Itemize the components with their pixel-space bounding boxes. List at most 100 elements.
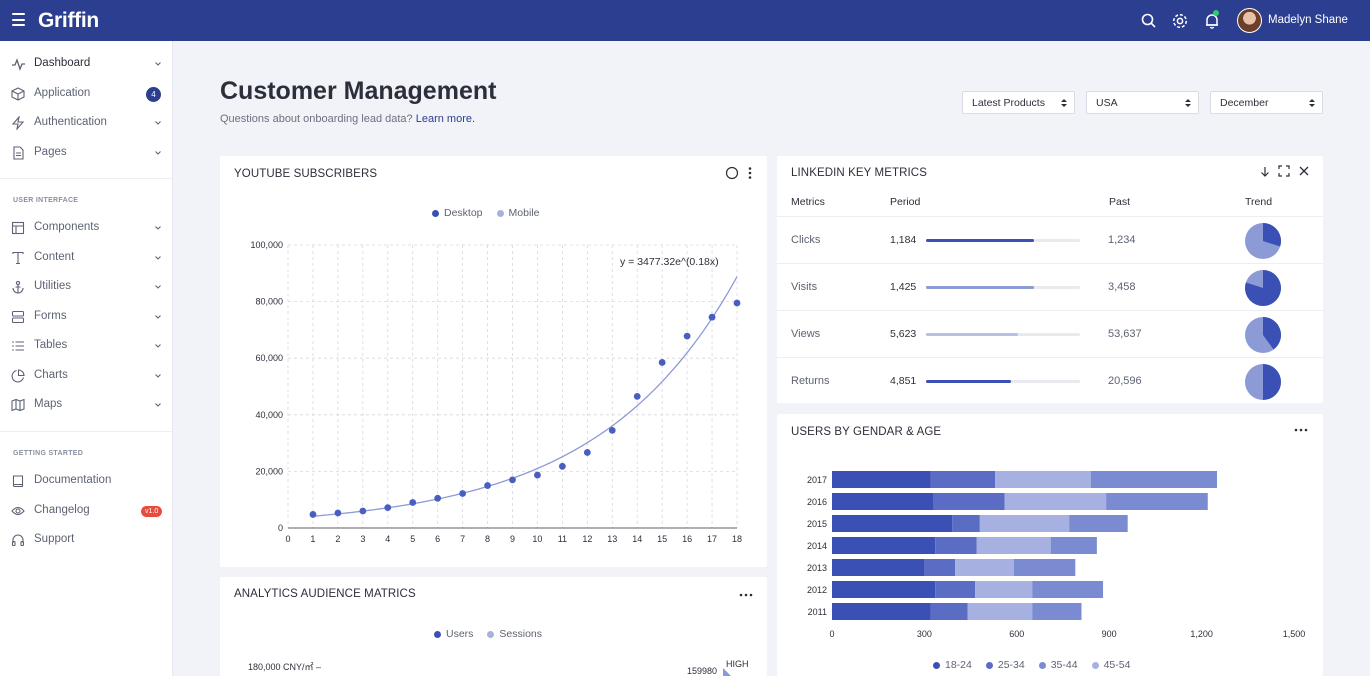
avatar[interactable] <box>1237 8 1262 33</box>
past-value: 20,596 <box>1108 375 1142 387</box>
y-tick-label: 40,000 <box>255 410 283 420</box>
y-category-label: 2011 <box>808 607 827 617</box>
bar-segment <box>935 581 976 598</box>
sidebar-item-pages[interactable]: Pages <box>0 141 173 165</box>
legend-dot <box>1038 661 1046 669</box>
sidebar-item-label: Pages <box>34 145 67 158</box>
eye-icon <box>11 506 25 515</box>
refresh-circle-icon[interactable] <box>725 166 739 180</box>
table-row[interactable]: Clicks 1,184 1,234 <box>777 216 1323 263</box>
chart-legend: Users Sessions <box>434 628 556 640</box>
sidebar-item-label: Support <box>34 533 75 545</box>
sidebar-item-authentication[interactable]: Authentication <box>0 111 173 135</box>
arrow-down-icon[interactable] <box>1260 166 1270 178</box>
x-tick-label: 1,200 <box>1190 629 1213 639</box>
sidebar-item-documentation[interactable]: Documentation <box>0 469 173 493</box>
x-tick-label: 600 <box>1009 629 1024 639</box>
data-point <box>583 449 591 456</box>
sidebar-item-dashboard[interactable]: Dashboard <box>0 52 173 76</box>
bar-segment <box>995 471 1091 488</box>
bar-segment <box>832 603 931 620</box>
x-tick-label: 16 <box>682 534 692 544</box>
metric-name: Returns <box>791 375 830 387</box>
legend-item-35-44[interactable]: 35-44 <box>1038 659 1078 671</box>
sidebar-item-maps[interactable]: Maps <box>0 393 173 417</box>
period-value: 4,851 <box>890 375 917 387</box>
more-horizontal-icon[interactable] <box>739 593 753 597</box>
sidebar-item-label: Changelog <box>34 503 90 516</box>
more-vertical-icon[interactable] <box>747 166 753 180</box>
sidebar-item-tables[interactable]: Tables <box>0 334 173 358</box>
legend-dot <box>432 209 439 217</box>
sort-arrows-icon <box>1061 99 1067 107</box>
learn-more-link[interactable]: Learn more. <box>415 113 476 125</box>
sidebar-item-forms[interactable]: Forms <box>0 305 173 329</box>
activity-icon <box>12 58 25 71</box>
legend-item-sessions[interactable]: Sessions <box>487 628 542 640</box>
fullscreen-icon[interactable] <box>1278 165 1290 177</box>
menu-toggle-icon[interactable] <box>12 13 25 27</box>
data-point <box>558 462 566 470</box>
sidebar-item-content[interactable]: Content <box>0 246 173 270</box>
filter-products-value: Latest Products <box>972 97 1045 109</box>
table-row[interactable]: Views 5,623 53,637 <box>777 310 1323 357</box>
y-tick-label: 60,000 <box>255 353 283 363</box>
progress-fill <box>926 239 1034 242</box>
more-horizontal-icon[interactable] <box>1294 428 1308 432</box>
notifications-button[interactable] <box>1203 10 1221 30</box>
sidebar-item-application[interactable]: Application 4 <box>0 82 173 106</box>
legend-item-45-54[interactable]: 45-54 <box>1091 659 1131 671</box>
x-tick-label: 3 <box>360 534 365 544</box>
chevron-down-icon <box>155 255 161 260</box>
legend-label: Sessions <box>499 628 543 640</box>
bar-segment <box>930 603 968 620</box>
layout-icon <box>11 221 25 235</box>
legend-label: 45-54 <box>1103 659 1131 671</box>
sidebar-item-components[interactable]: Components <box>0 216 173 240</box>
server-icon <box>11 310 25 323</box>
legend-item-users[interactable]: Users <box>434 628 473 640</box>
filter-products-select[interactable]: Latest Products <box>962 91 1075 114</box>
sidebar-divider <box>0 178 173 179</box>
settings-gear-icon[interactable] <box>1171 12 1189 30</box>
close-icon[interactable] <box>1299 166 1309 176</box>
bar-segment <box>979 515 1070 532</box>
bar-segment <box>975 581 1033 598</box>
past-value: 53,637 <box>1108 328 1142 340</box>
sidebar-item-utilities[interactable]: Utilities <box>0 275 173 299</box>
legend-item-mobile[interactable]: Mobile <box>496 207 539 219</box>
progress-bar <box>926 380 1080 383</box>
bar-segment <box>976 537 1051 554</box>
chevron-down-icon <box>155 226 161 230</box>
table-row[interactable]: Visits 1,425 3,458 <box>777 263 1323 310</box>
headphones-icon <box>11 534 25 547</box>
pie-slice-trend <box>1245 270 1281 306</box>
top-navbar: Griffin Madelyn Shane <box>0 0 1370 41</box>
bar-segment <box>952 515 980 532</box>
filter-month-select[interactable]: December <box>1210 91 1323 114</box>
sidebar-item-changelog[interactable]: Changelog v1.0 <box>0 499 173 523</box>
sidebar-item-charts[interactable]: Charts <box>0 364 173 388</box>
sidebar-item-support[interactable]: Support <box>0 528 173 552</box>
y-category-label: 2015 <box>807 519 827 529</box>
bar-segment <box>1106 493 1208 510</box>
past-value: 3,458 <box>1108 281 1136 293</box>
version-badge: v1.0 <box>141 505 163 517</box>
x-tick-label: 300 <box>917 629 932 639</box>
table-row[interactable]: Returns 4,851 20,596 <box>777 357 1323 404</box>
legend-item-desktop[interactable]: Desktop <box>432 207 483 219</box>
column-header-past: Past <box>1109 196 1131 208</box>
brand-logo[interactable]: Griffin <box>38 9 99 32</box>
card-title: LINKEDIN KEY METRICS <box>791 167 927 179</box>
period-value: 1,425 <box>890 281 917 293</box>
x-tick-label: 6 <box>435 534 440 544</box>
legend-item-25-34[interactable]: 25-34 <box>985 659 1025 671</box>
filter-country-select[interactable]: USA <box>1086 91 1199 114</box>
bar-segment <box>933 493 1005 510</box>
user-name[interactable]: Madelyn Shane <box>1268 14 1348 26</box>
search-icon[interactable] <box>1140 12 1158 30</box>
data-point <box>384 504 392 512</box>
legend-label: Desktop <box>444 207 483 219</box>
legend-item-18-24[interactable]: 18-24 <box>933 659 972 671</box>
